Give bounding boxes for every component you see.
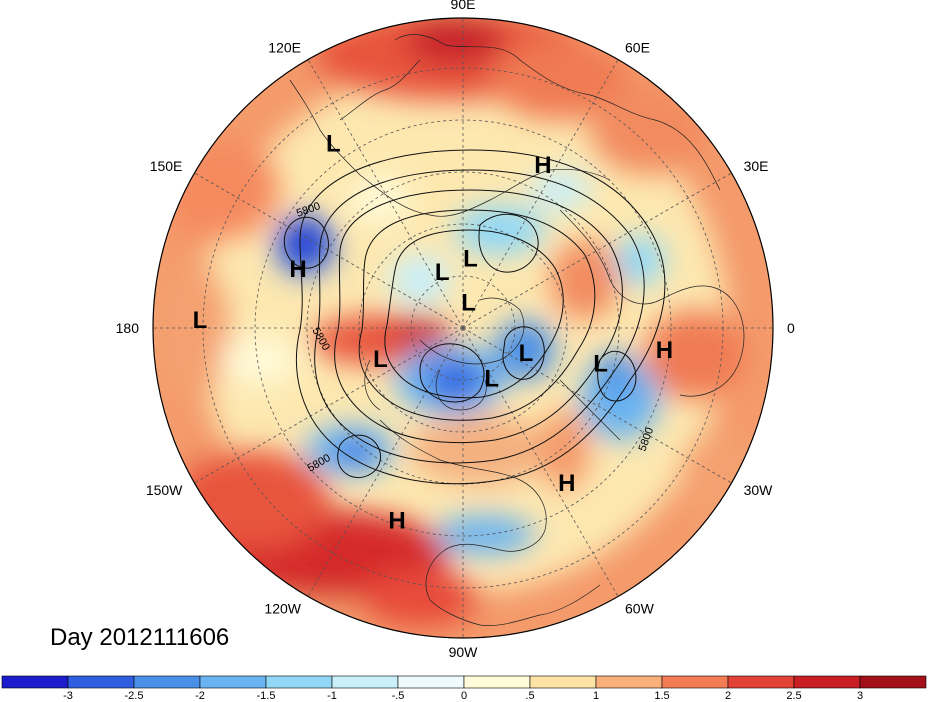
- colorbar-swatch: [529, 675, 597, 689]
- meridian-line: [307, 327, 464, 597]
- meridian-line: [462, 327, 619, 597]
- day-title: Day 2012111606: [50, 624, 229, 651]
- meridian-line: [194, 327, 464, 484]
- longitude-label: 150E: [150, 158, 183, 174]
- colorbar-tick-label: -.5: [392, 690, 405, 702]
- colorbar-tick-label: 2: [725, 690, 731, 702]
- low-pressure-label: L: [484, 366, 499, 393]
- colorbar: -3 -2.5 -2 -1.5 -1 -.5 0 .5 1 1.5 2 2.5 3: [1, 675, 927, 702]
- meridian-line: [462, 172, 732, 329]
- longitude-label: 60W: [625, 601, 655, 617]
- colorbar-tick-label: 1: [593, 690, 599, 702]
- high-pressure-label: H: [388, 508, 405, 535]
- high-pressure-label: H: [289, 256, 306, 283]
- colorbar-tick-label: -2: [195, 690, 205, 702]
- low-pressure-label: L: [461, 290, 476, 317]
- longitude-label: 120E: [268, 39, 301, 55]
- colorbar-swatch: [859, 675, 927, 689]
- colorbar-swatch: [1, 675, 69, 689]
- colorbar-tick-label: -1: [327, 690, 337, 702]
- longitude-label: 30E: [744, 158, 769, 174]
- longitude-label: 150W: [146, 482, 183, 498]
- meridian-line: [307, 59, 464, 329]
- low-pressure-label: L: [519, 340, 534, 367]
- colorbar-tick-label: 1.5: [654, 690, 669, 702]
- low-pressure-label: L: [373, 346, 388, 373]
- colorbar-swatch: [661, 675, 729, 689]
- low-pressure-label: L: [435, 259, 450, 286]
- longitude-label: 60E: [625, 39, 650, 55]
- colorbar-swatch: [595, 675, 663, 689]
- colorbar-tick-label: .5: [525, 690, 534, 702]
- high-pressure-label: H: [656, 337, 673, 364]
- longitude-label: 90W: [449, 644, 479, 660]
- colorbar-swatch: [133, 675, 201, 689]
- longitude-label: 180: [116, 320, 140, 336]
- meridian-line: [462, 327, 732, 484]
- longitude-labels: 90E 60E 30E 0 30W 60W 90W 120W 150W 180 150E 120E: [116, 0, 795, 660]
- meridians: [153, 18, 773, 638]
- meridian-line: [194, 172, 464, 329]
- map-border: [152, 17, 774, 639]
- colorbar-swatch: [199, 675, 267, 689]
- colorbar-tick-label: 3: [857, 690, 863, 702]
- longitude-label: 30W: [744, 482, 774, 498]
- low-pressure-label: L: [326, 131, 341, 158]
- colorbar-swatch: [463, 675, 531, 689]
- height-contours: [283, 149, 666, 485]
- coastlines: [289, 34, 745, 626]
- anomaly-field: [153, 18, 773, 638]
- colorbar-tick-label: 2.5: [786, 690, 801, 702]
- low-pressure-label: L: [463, 246, 478, 273]
- meridian-line: [462, 59, 619, 329]
- longitude-label: 0: [787, 320, 795, 336]
- high-pressure-label: H: [558, 470, 575, 497]
- colorbar-swatch: [397, 675, 465, 689]
- colorbar-swatch: [331, 675, 399, 689]
- colorbar-swatch: [67, 675, 135, 689]
- colorbar-tick-label: -2.5: [125, 690, 144, 702]
- colorbar-tick-label: 0: [461, 690, 467, 702]
- colorbar-tick-label: -1.5: [257, 690, 276, 702]
- longitude-label: 90E: [451, 0, 476, 12]
- low-pressure-label: L: [193, 307, 208, 334]
- low-pressure-label: L: [593, 350, 608, 377]
- colorbar-swatch: [727, 675, 795, 689]
- colorbar-tick-label: -3: [63, 690, 73, 702]
- colorbar-swatch: [793, 675, 861, 689]
- longitude-label: 120W: [264, 601, 301, 617]
- high-pressure-label: H: [534, 152, 551, 179]
- colorbar-swatch: [265, 675, 333, 689]
